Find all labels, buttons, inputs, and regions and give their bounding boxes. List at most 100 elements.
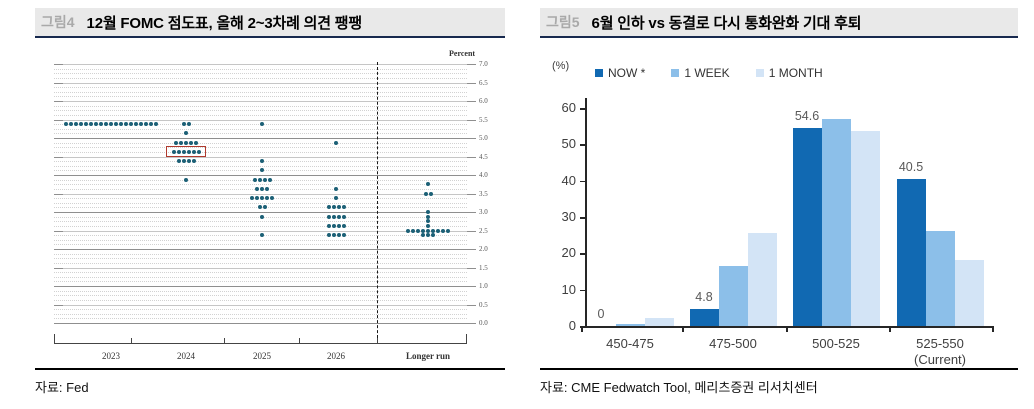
fedwatch-bar-chart: (%) NOW * 1 WEEK 1 MONTH 0 10 20 30 40 50 60 0 450-4… [540,46,1018,368]
dotplot-ytick-right [467,267,476,269]
dotplot-dot [129,122,133,127]
dotplot-ytick-right [467,212,476,213]
dotplot-dot [250,196,254,201]
legend-label: 1 WEEK [684,66,730,80]
dotplot-dot [326,233,331,238]
dotplot-dot [436,228,440,233]
dotplot-x-axis-tick [54,334,55,343]
dotplot-column-label: 2024 [177,351,195,361]
dotplot-dot [260,186,264,191]
dotplot-dot [186,149,191,154]
dotplot-gridline [54,239,467,241]
dotplot-x-axis-tick [377,338,378,343]
dotplot-ytick-left [54,175,63,176]
dotplot-gridline [54,221,467,223]
legend-label: 1 MONTH [768,66,823,80]
bar-1month-500-525 [850,130,880,326]
dotplot-gridline [54,142,467,144]
dotplot-gridline [54,138,467,139]
dotplot-dot [181,149,186,154]
dotplot-gridline [54,110,467,112]
dotplot-ytick-label: 3.0 [479,208,488,216]
figure5-tag: 그림5 [546,14,580,30]
dotplot-ytick-label: 2.5 [479,226,488,235]
dotplot-gridline [54,96,467,98]
dotplot-ytick-right [467,138,476,139]
dotplot-gridline [54,151,467,153]
dotplot-gridline [54,101,467,102]
dotplot-gridline [54,87,467,89]
dotplot-dot [69,122,73,127]
dotplot-dot [134,122,138,127]
dotplot-dot [326,214,331,219]
dotplot-dot [189,140,193,145]
dotplot-ytick-label: 3.5 [479,189,488,198]
dotplot-ytick-right [467,175,476,176]
dotplot-dot [184,140,188,145]
dotplot-gridline [54,91,467,93]
figure5-title: 6월 인하 vs 동결로 다시 통화완화 기대 후퇴 [591,14,862,32]
bar-chart-x-tick [682,326,684,332]
dotplot-ytick-left [54,119,63,121]
dotplot-x-axis [54,343,467,344]
dotplot-gridline [54,68,467,70]
dotplot-dot [260,159,264,164]
dotplot-dot [174,140,178,145]
figure4-header: 그림4 12월 FOMC 점도표, 올해 2~3차례 의견 팽팽 [35,8,505,38]
legend-item: 1 WEEK [671,66,730,80]
dotplot-gridline [54,262,467,264]
dotplot-dot [176,159,181,164]
dotplot-dot [336,233,341,238]
dotplot-ytick-right [467,193,476,195]
dotplot-dot [431,233,435,238]
dotplot-ytick-label: 5.5 [479,115,488,124]
dotplot-gridline [54,73,467,75]
dotplot-dot [431,228,435,233]
dotplot-ytick-left [54,64,63,65]
dotplot-gridline [54,286,467,287]
dotplot-dot [176,149,181,154]
dotplot-ytick-label: 0.5 [479,300,488,309]
dotplot-dot [341,223,346,228]
bar-chart-y-tick [580,108,585,110]
dotplot-column-label: 2023 [102,351,120,361]
dotplot-dot [260,168,264,173]
dotplot-dot [194,140,198,145]
dotplot-gridline [54,272,467,274]
bar-chart-y-tick-label: 30 [561,209,576,224]
bar-chart-y-tick [580,289,585,292]
bar-chart-y-tick-label: 50 [561,136,576,152]
dotplot-gridline [54,193,467,195]
dotplot-dot [326,205,331,210]
dotplot-dot [341,233,346,238]
bar-chart-y-tick-label: 40 [561,172,576,188]
dotplot-ytick-left [54,212,63,213]
legend-swatch-icon [755,69,764,77]
figure4-panel: 그림4 12월 FOMC 점도표, 올해 2~3차례 의견 팽팽 0.0 0.5 1… [35,8,505,396]
dotplot-x-axis-tick [299,338,300,343]
dotplot-dot [262,177,267,182]
dotplot-dot [252,177,257,182]
dotplot-dot [257,177,262,182]
dotplot-gridline [54,244,467,246]
dotplot-dot [341,205,346,210]
dotplot-dot [426,210,430,214]
dotplot-gridline [54,128,467,130]
dotplot-ytick-right [467,156,476,158]
dotplot-dot [104,122,108,127]
bar-now-525-550 [896,178,926,326]
dotplot-gridline [54,309,467,311]
dotplot-dot [171,149,176,154]
bar-chart-x-tick [581,326,583,332]
bar-1month-450-475 [644,318,674,326]
dotplot-dot [426,223,430,228]
bar-1week-475-500 [718,266,748,326]
bar-chart-y-tick [580,144,585,146]
dotplot-ytick-left [54,82,63,84]
dotplot-dot [336,214,341,219]
dotplot-ytick-left [54,156,63,158]
dotplot-ytick-right [467,230,476,232]
dotplot-gridline [54,165,467,167]
dotplot-ytick-left [54,304,63,306]
bar-chart-y-tick [580,180,585,183]
